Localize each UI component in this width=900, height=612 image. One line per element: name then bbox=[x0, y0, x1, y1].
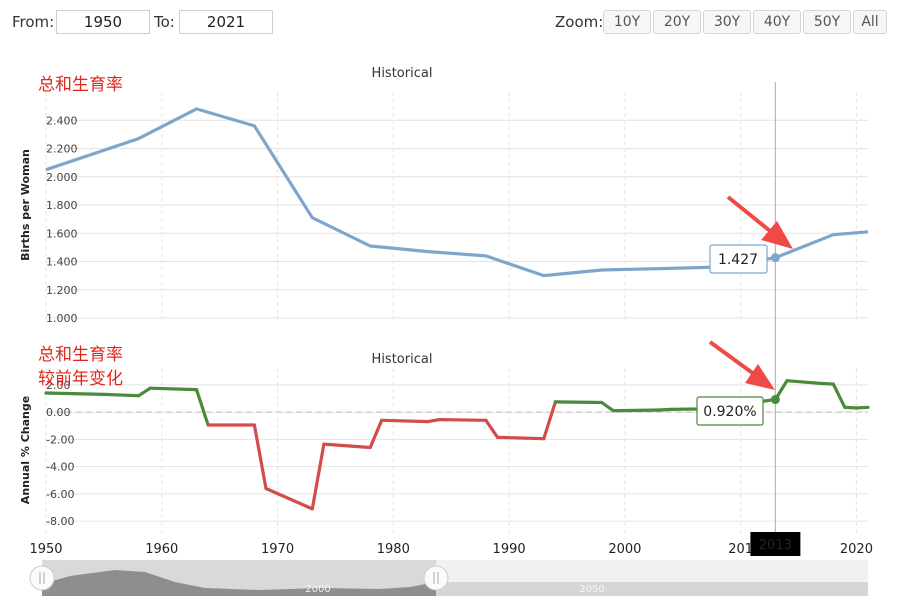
change-tooltip bbox=[696, 396, 764, 426]
x-tick: 201 bbox=[728, 542, 753, 557]
change-series-segment bbox=[44, 391, 106, 396]
from-input[interactable]: 1950 bbox=[56, 10, 150, 34]
fertility-tooltip-value: 1.427 bbox=[718, 252, 758, 268]
change-series-segment bbox=[137, 386, 152, 398]
change-series-segment bbox=[785, 379, 824, 386]
change-series-segment bbox=[102, 392, 141, 398]
fertility-y-tick: 1.400 bbox=[46, 256, 78, 269]
change-series-segment bbox=[611, 408, 662, 413]
change-y-tick: -2.00 bbox=[46, 433, 74, 446]
fertility-y-axis-title: Births per Woman bbox=[19, 149, 32, 261]
change-series-segment bbox=[495, 435, 546, 441]
change-series-segment bbox=[438, 418, 488, 422]
x-axis: 1950 1960 1970 1980 1990 2000 201 2020 bbox=[29, 542, 873, 557]
navigator-right-handle[interactable] bbox=[423, 565, 449, 591]
x-tick: 1970 bbox=[261, 542, 294, 557]
zoom-label: Zoom: bbox=[555, 13, 604, 31]
change-annotation-line2: 较前年变化 bbox=[38, 369, 123, 389]
fertility-y-tick: 1.200 bbox=[46, 284, 78, 297]
zoom-20y-button[interactable]: 20Y bbox=[653, 10, 701, 34]
x-tick: 1950 bbox=[29, 542, 62, 557]
change-series-segment bbox=[322, 442, 372, 450]
x-highlight-label: 2013 bbox=[759, 538, 792, 553]
change-series-segment bbox=[831, 382, 847, 409]
change-series-segment bbox=[553, 400, 604, 405]
change-series-segment bbox=[843, 405, 859, 410]
change-series-segment bbox=[657, 407, 673, 412]
to-input[interactable]: 2021 bbox=[179, 10, 273, 34]
x-highlight-badge bbox=[750, 532, 801, 556]
navigator[interactable]: 0 2000 2050 bbox=[29, 560, 868, 596]
zoom-30y-button[interactable]: 30Y bbox=[703, 10, 751, 34]
change-series-segment bbox=[854, 405, 870, 410]
change-annotation-line1: 总和生育率 bbox=[38, 345, 123, 365]
change-series-segment bbox=[148, 386, 199, 392]
fertility-y-tick: 1.000 bbox=[46, 312, 78, 325]
change-series-segment bbox=[542, 400, 558, 441]
change-y-tick: 0.00 bbox=[46, 406, 71, 419]
zoom-40y-button[interactable]: 40Y bbox=[753, 10, 801, 34]
change-series-segment bbox=[194, 388, 210, 427]
fertility-y-tick: 1.600 bbox=[46, 227, 78, 240]
navigator-left-handle[interactable] bbox=[29, 565, 55, 591]
change-series-segment bbox=[820, 381, 835, 386]
fertility-y-tick: 2.400 bbox=[46, 114, 78, 127]
change-series-segment bbox=[252, 423, 268, 491]
navigator-label-2050: 2050 bbox=[579, 584, 604, 595]
fertility-annotation: 总和生育率 bbox=[38, 75, 123, 95]
fertility-hover-point bbox=[770, 253, 780, 263]
change-series-segment bbox=[310, 442, 326, 511]
arrow-annotation-top bbox=[726, 195, 793, 249]
change-y-tick: -8.00 bbox=[46, 515, 74, 528]
zoom-10y-button[interactable]: 10Y bbox=[603, 10, 651, 34]
fertility-chart-title: Historical bbox=[372, 66, 433, 81]
change-series bbox=[44, 379, 870, 511]
navigator-label-left-clip: 0 bbox=[44, 584, 50, 595]
change-series-segment bbox=[380, 418, 430, 424]
change-y-axis-title: Annual % Change bbox=[19, 396, 32, 504]
change-series-segment bbox=[368, 418, 384, 450]
change-tooltip-value: 0.920% bbox=[703, 404, 756, 420]
to-label: To: bbox=[154, 13, 175, 31]
change-y-tick: 2.00 bbox=[46, 379, 71, 392]
fertility-grid bbox=[45, 92, 868, 322]
navigator-label-2000: 2000 bbox=[305, 584, 330, 595]
fertility-y-tick: 2.200 bbox=[46, 143, 78, 156]
change-chart-title: Historical bbox=[372, 352, 433, 367]
x-tick: 1960 bbox=[145, 542, 178, 557]
change-series-segment bbox=[264, 486, 314, 511]
from-label: From: bbox=[12, 13, 55, 31]
fertility-y-axis: 1.000 1.200 1.400 1.600 1.800 2.000 2.200 2.400 bbox=[46, 114, 78, 325]
change-y-tick: -6.00 bbox=[46, 488, 74, 501]
fertility-y-tick: 1.800 bbox=[46, 199, 78, 212]
zoom-all-button[interactable]: All bbox=[853, 10, 887, 34]
change-grid bbox=[45, 368, 868, 534]
change-hover-point bbox=[770, 395, 780, 405]
change-series-segment bbox=[484, 418, 500, 439]
fertility-y-tick: 2.000 bbox=[46, 171, 78, 184]
change-y-axis: -8.00 -6.00 -4.00 -2.00 0.00 2.00 bbox=[46, 379, 74, 528]
x-tick: 1990 bbox=[493, 542, 526, 557]
change-y-tick: -4.00 bbox=[46, 461, 74, 474]
x-tick: 2020 bbox=[840, 542, 873, 557]
x-tick: 1980 bbox=[377, 542, 410, 557]
fertility-tooltip bbox=[709, 244, 768, 274]
zoom-50y-button[interactable]: 50Y bbox=[803, 10, 851, 34]
change-series-segment bbox=[426, 418, 442, 424]
arrow-annotation-bottom bbox=[708, 340, 775, 390]
change-series-segment bbox=[600, 400, 615, 413]
x-tick: 2000 bbox=[608, 542, 641, 557]
